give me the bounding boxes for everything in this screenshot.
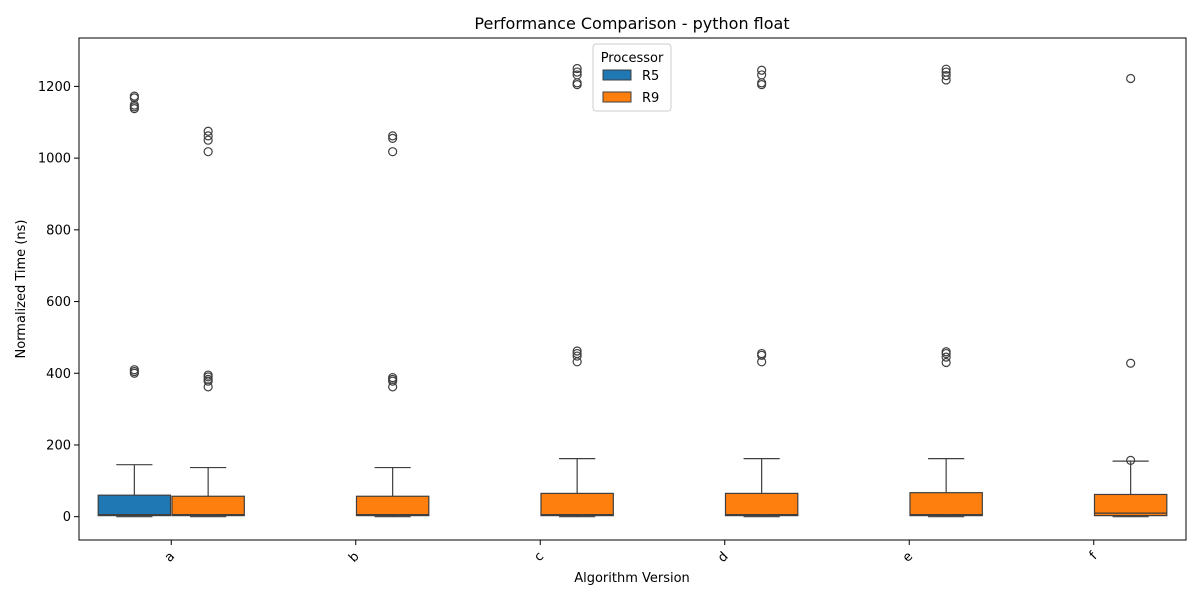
box bbox=[540, 492, 614, 517]
chart-title: Performance Comparison - python float bbox=[474, 14, 789, 33]
box-group bbox=[171, 126, 245, 518]
outlier-point bbox=[572, 63, 582, 74]
y-axis: 0 200 400 600 800 1000 1200 bbox=[38, 80, 79, 525]
outlier-point bbox=[572, 351, 582, 361]
outlier-point bbox=[129, 365, 139, 375]
x-tick-label: e bbox=[900, 549, 916, 565]
outlier-point bbox=[388, 131, 398, 141]
x-tick-label: d bbox=[715, 549, 731, 565]
outlier-point bbox=[203, 374, 213, 384]
box-group bbox=[724, 65, 799, 518]
outlier-point bbox=[388, 133, 398, 143]
outlier-point bbox=[129, 100, 139, 110]
y-tick-label: 600 bbox=[46, 295, 71, 310]
outlier-point bbox=[941, 352, 951, 362]
legend-title: Processor bbox=[601, 51, 664, 66]
plot-frame bbox=[78, 37, 1187, 541]
box-group bbox=[540, 63, 614, 518]
legend-label: R5 bbox=[642, 69, 659, 84]
outlier-point bbox=[757, 65, 767, 75]
plot-area bbox=[97, 63, 1168, 518]
outlier-point bbox=[203, 370, 213, 380]
x-tick-label: c bbox=[531, 549, 547, 565]
outlier-point bbox=[129, 91, 139, 101]
x-tick-label: f bbox=[1087, 549, 1101, 563]
outlier-point bbox=[757, 348, 767, 359]
y-axis-label: Normalized Time (ns) bbox=[14, 220, 29, 359]
box bbox=[97, 494, 172, 517]
outlier-point bbox=[941, 347, 951, 357]
box bbox=[171, 495, 245, 517]
box-group bbox=[97, 91, 172, 518]
box bbox=[355, 495, 430, 517]
y-tick-label: 400 bbox=[46, 367, 71, 382]
outlier-point bbox=[941, 64, 951, 74]
outlier-point bbox=[572, 70, 582, 80]
outlier-point bbox=[203, 147, 213, 157]
outlier-point bbox=[1126, 455, 1136, 465]
x-tick-label: a bbox=[162, 549, 178, 565]
y-tick-label: 800 bbox=[46, 223, 71, 238]
outlier-point bbox=[941, 357, 951, 368]
box-group bbox=[909, 64, 983, 518]
legend: Processor R5 R9 bbox=[592, 43, 672, 112]
outlier-point bbox=[388, 372, 398, 383]
box bbox=[724, 492, 799, 517]
outlier-point bbox=[203, 126, 213, 136]
y-tick-label: 1000 bbox=[38, 152, 71, 167]
outlier-point bbox=[572, 346, 582, 356]
legend-swatch bbox=[602, 91, 632, 103]
outlier-point bbox=[757, 70, 767, 80]
outlier-point bbox=[388, 147, 398, 157]
outlier-point bbox=[572, 67, 582, 77]
outlier-point bbox=[203, 131, 213, 141]
y-tick-label: 0 bbox=[63, 510, 71, 525]
box bbox=[909, 492, 983, 517]
legend-label: R9 bbox=[642, 91, 659, 106]
outlier-point bbox=[203, 135, 213, 145]
y-tick-label: 1200 bbox=[38, 80, 71, 95]
outlier-point bbox=[941, 67, 951, 77]
outlier-point bbox=[1126, 358, 1136, 368]
box-group bbox=[1093, 73, 1168, 518]
outlier-point bbox=[941, 71, 951, 81]
y-tick-label: 200 bbox=[46, 438, 71, 453]
x-tick-label: b bbox=[346, 549, 362, 565]
box bbox=[1093, 493, 1168, 517]
box-group bbox=[355, 131, 430, 518]
x-axis: a b c d e f bbox=[162, 540, 1101, 566]
outlier-point bbox=[1126, 73, 1136, 84]
x-axis-label: Algorithm Version bbox=[574, 571, 690, 586]
legend-swatch bbox=[602, 69, 632, 81]
outlier-point bbox=[572, 348, 582, 359]
